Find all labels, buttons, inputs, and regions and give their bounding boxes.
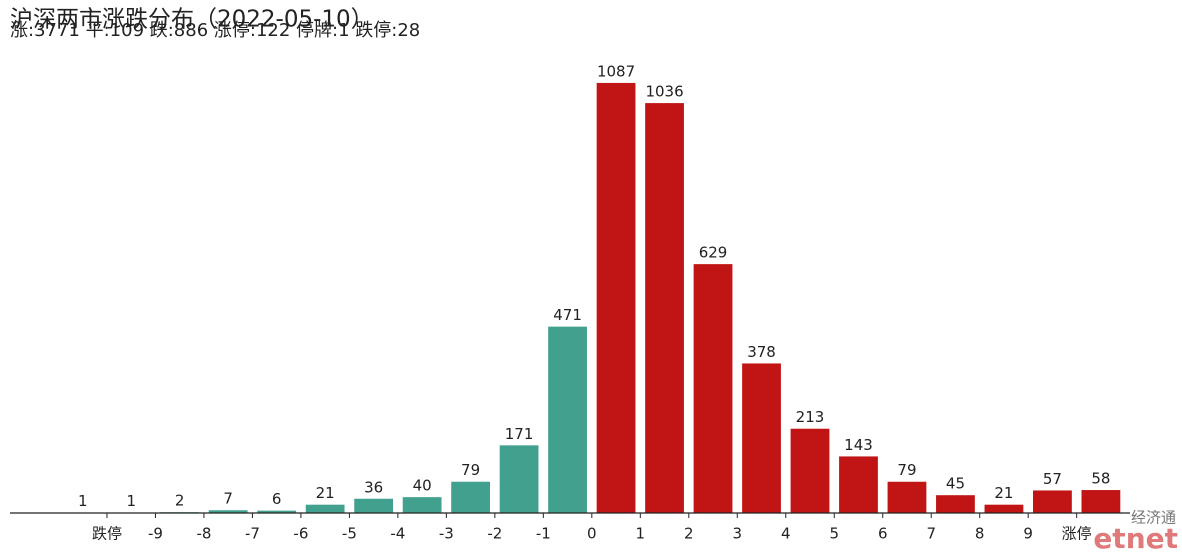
chart-title: 沪深两市涨跌分布（2022-05-10） [10, 7, 374, 33]
value-label: 471 [553, 306, 582, 324]
value-label: 21 [994, 484, 1013, 502]
value-label: 45 [946, 475, 965, 493]
x-tick-label: 5 [829, 525, 839, 543]
bar [645, 103, 684, 514]
watermark-bottom: etnet [1093, 522, 1178, 553]
bar [257, 510, 297, 513]
bar [402, 497, 442, 513]
x-tick-label: 涨停 [1062, 525, 1092, 543]
x-tick-label: -3 [439, 525, 454, 543]
value-label: 1 [78, 492, 88, 510]
bar [305, 504, 345, 513]
x-tick-label: 跌停 [92, 525, 122, 543]
x-tick-label: -8 [196, 525, 211, 543]
bar [887, 481, 927, 513]
x-tick-label: -4 [390, 525, 405, 543]
bar [208, 510, 248, 513]
value-label: 213 [796, 408, 825, 426]
x-tick-label: 0 [587, 525, 597, 543]
value-label: 629 [699, 244, 728, 262]
chart-subtitle: 涨:3771 平:109 跌:886 涨停:122 停牌:1 跌停:28 [10, 20, 420, 41]
bar [1033, 490, 1072, 513]
bar [596, 82, 636, 513]
value-label: 7 [223, 490, 233, 508]
bar [742, 363, 781, 513]
bar [936, 495, 975, 513]
x-tick-label: 3 [732, 525, 742, 543]
value-label: 6 [272, 490, 282, 508]
value-label: 36 [364, 478, 383, 496]
bar [790, 428, 830, 513]
value-label: 79 [461, 461, 480, 479]
x-tick-label: 4 [781, 525, 791, 543]
watermark-top: 经济通 [1131, 509, 1176, 527]
value-label: 378 [747, 343, 776, 361]
x-tick-label: -7 [245, 525, 260, 543]
x-tick-label: 2 [684, 525, 694, 543]
x-tick-label: 6 [878, 525, 888, 543]
value-label: 1 [126, 492, 136, 510]
value-label: 40 [413, 477, 432, 495]
bar [451, 481, 490, 513]
x-tick-label: -6 [293, 525, 308, 543]
bar [693, 264, 733, 513]
value-label: 58 [1091, 470, 1110, 488]
bar [499, 445, 539, 513]
value-label: 57 [1043, 470, 1062, 488]
x-tick-label: -2 [487, 525, 502, 543]
value-label: 21 [316, 484, 335, 502]
value-label: 171 [505, 425, 534, 443]
bar [839, 456, 878, 513]
x-tick-label: 7 [926, 525, 936, 543]
bar [1081, 490, 1121, 513]
x-tick-label: -9 [148, 525, 163, 543]
x-tick-label: -1 [536, 525, 551, 543]
value-label: 1087 [597, 62, 635, 80]
x-tick-label: -5 [342, 525, 357, 543]
value-label: 2 [175, 492, 185, 510]
x-tick-label: 9 [1023, 525, 1033, 543]
x-tick-label: 8 [975, 525, 985, 543]
value-label: 1036 [645, 83, 683, 101]
bar [548, 326, 587, 513]
bar [354, 498, 394, 513]
x-tick-label: 1 [636, 525, 646, 543]
value-label: 143 [844, 436, 873, 454]
bar [984, 504, 1024, 513]
value-label: 79 [897, 461, 916, 479]
